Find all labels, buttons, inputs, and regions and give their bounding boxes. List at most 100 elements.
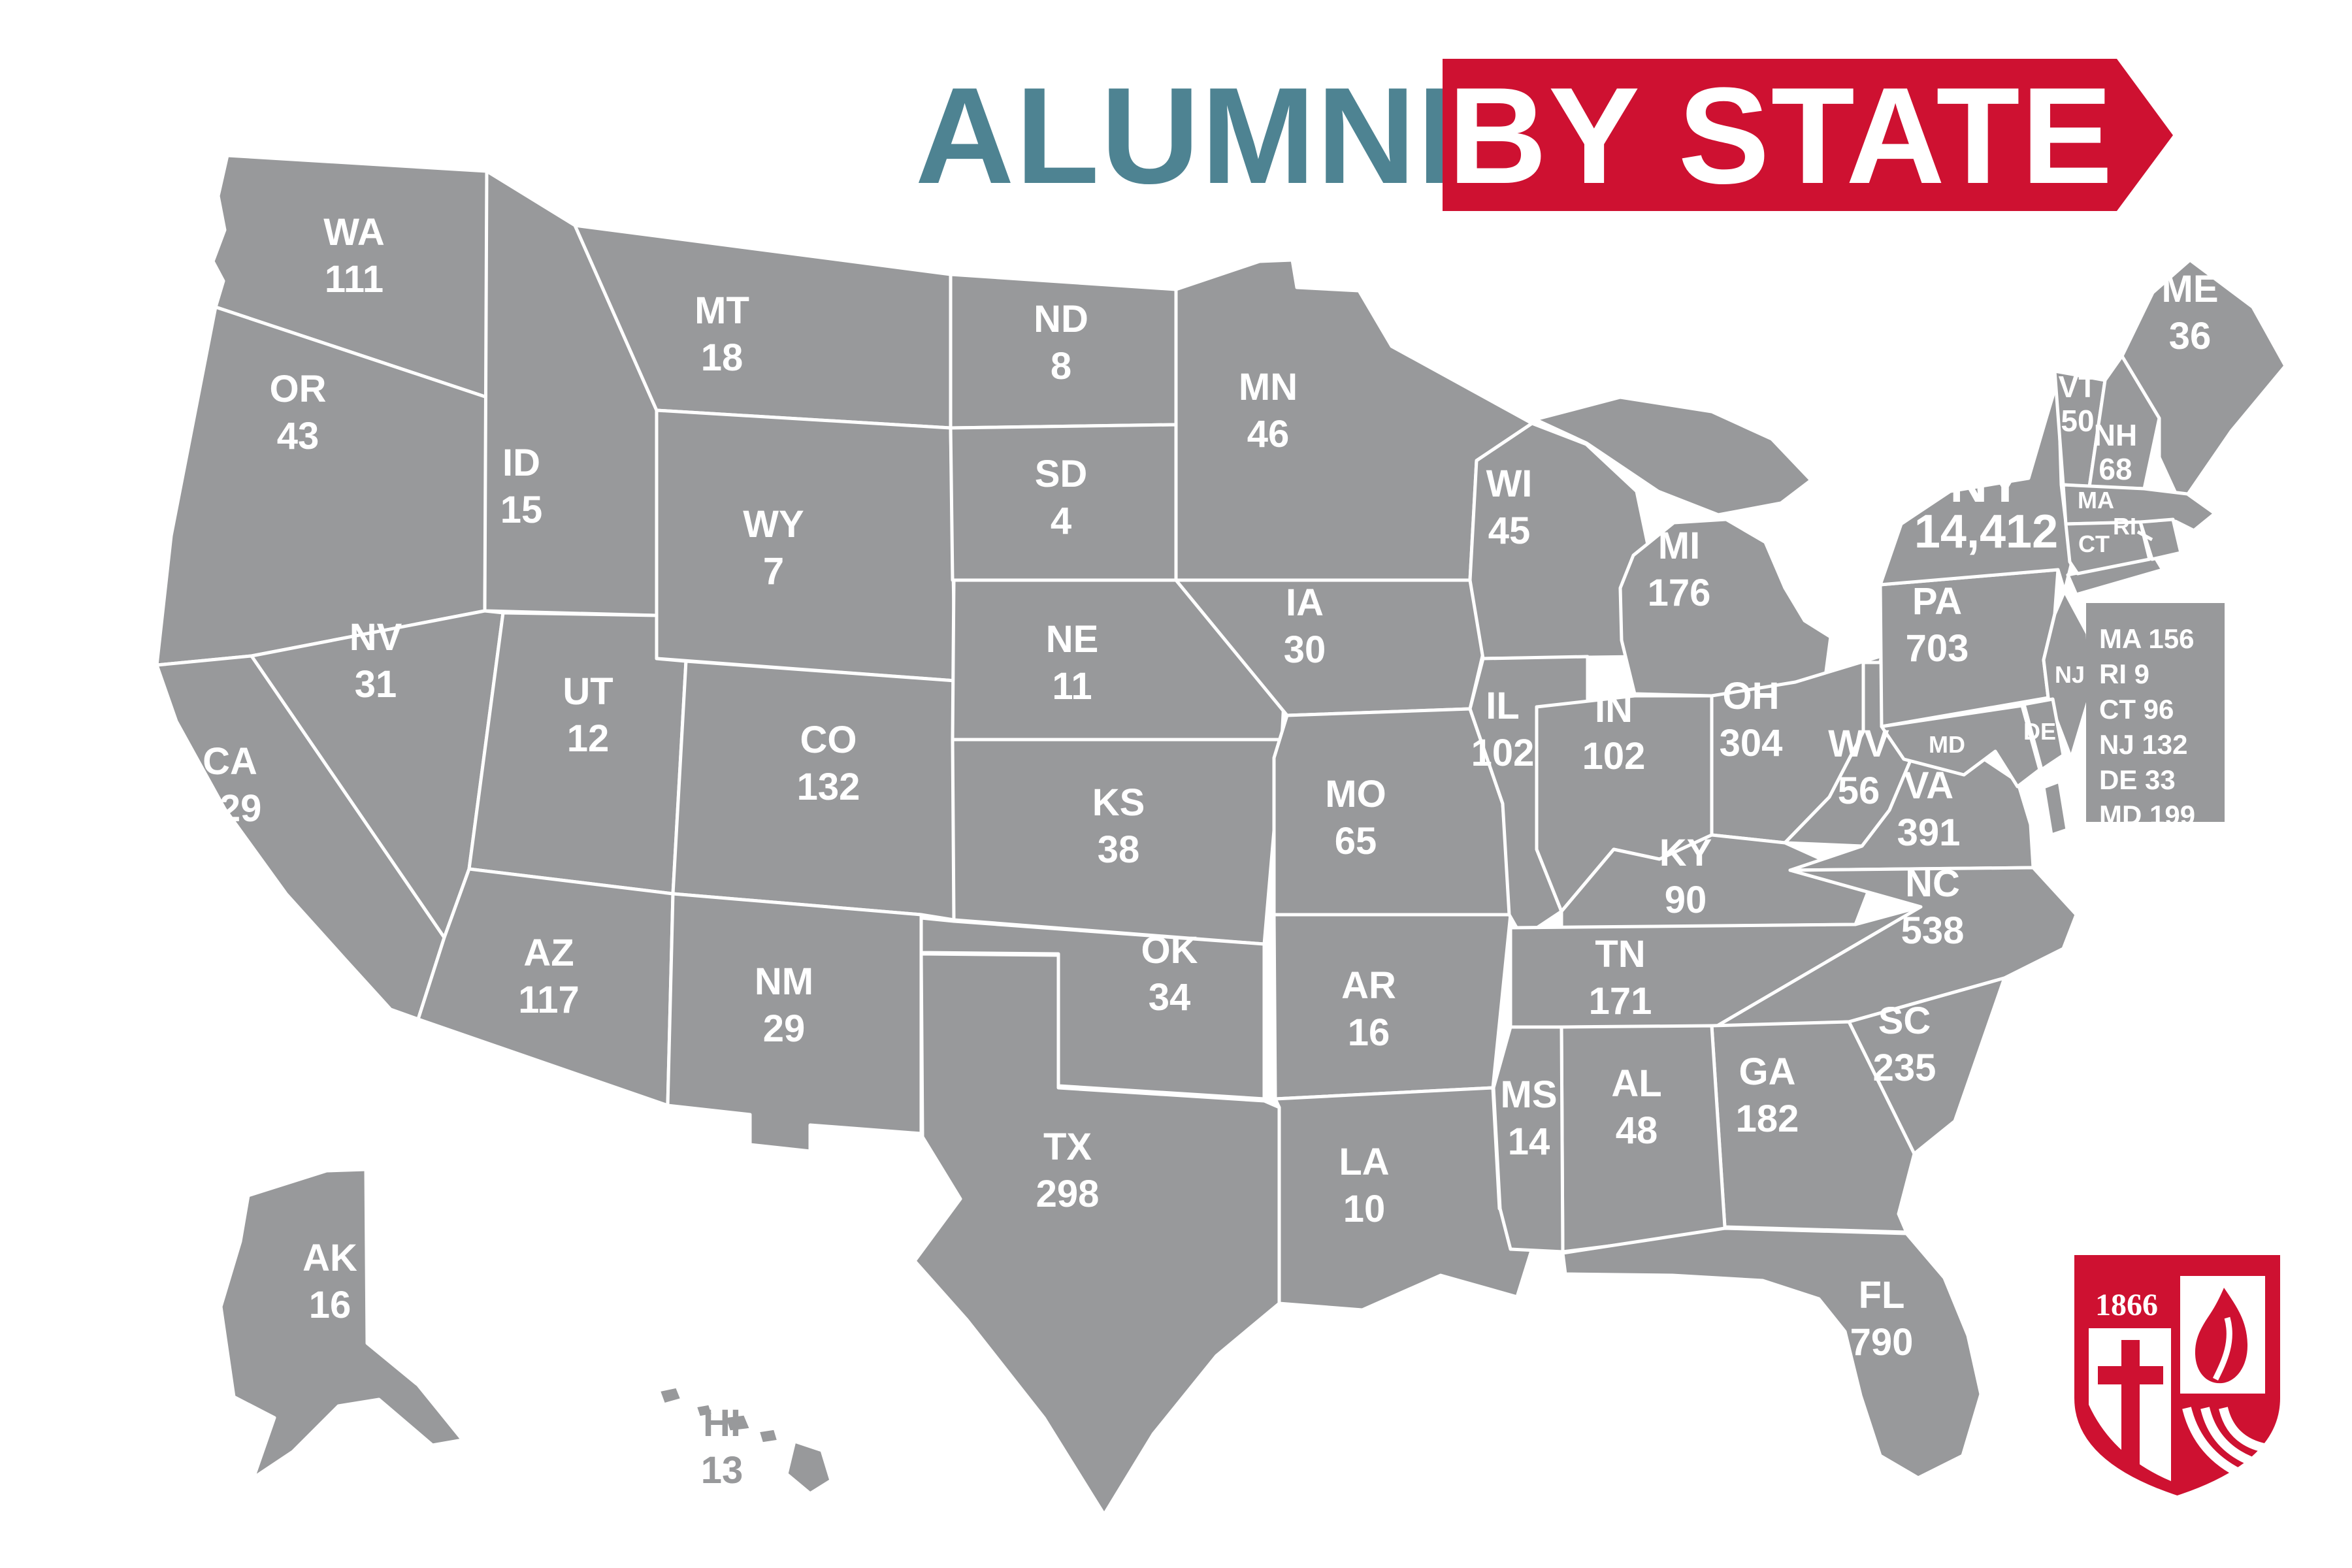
state-value-va: 391: [1897, 811, 1961, 854]
state-me: [2120, 258, 2287, 506]
state-label-mi: MI: [1658, 525, 1700, 567]
state-value-mi: 176: [1648, 572, 1711, 614]
state-value-ak: 16: [309, 1284, 351, 1326]
state-label-tn: TN: [1595, 933, 1645, 975]
state-label-mo: MO: [1325, 773, 1386, 815]
state-label-ga: GA: [1739, 1051, 1796, 1093]
state-value-ok: 34: [1149, 976, 1191, 1019]
state-label-wa: WA: [323, 211, 384, 253]
state-label-ma: MA: [2078, 487, 2114, 514]
state-label-il: IL: [1486, 685, 1520, 727]
state-md: [1880, 704, 2042, 789]
state-value-ne: 11: [1052, 665, 1092, 708]
state-value-or: 43: [277, 415, 319, 457]
state-hi4: [756, 1426, 781, 1446]
state-value-mt: 18: [701, 336, 743, 379]
cross-vertical: [2121, 1340, 2140, 1467]
state-value-hi: 13: [701, 1449, 743, 1492]
state-label-wi: WI: [1486, 463, 1533, 505]
state-label-ar: AR: [1341, 964, 1396, 1007]
title-group: ALUMNI BY STATE: [915, 59, 2173, 212]
state-label-id: ID: [502, 442, 540, 484]
state-label-nv: NV: [350, 616, 402, 659]
legend-item-nj: NJ 132: [2099, 729, 2187, 760]
state-value-co: 132: [797, 766, 860, 808]
legend-box: MA 156 RI 9 CT 96 NJ 132 DE 33 MD 199: [2086, 603, 2225, 830]
state-hi2: [693, 1401, 715, 1420]
state-mi: [1618, 517, 1833, 698]
state-miup: [1533, 395, 1813, 517]
state-value-in: 102: [1582, 735, 1646, 777]
state-ri: [2138, 517, 2183, 561]
state-value-vt: 50: [2061, 404, 2094, 438]
state-label-me: ME: [2162, 268, 2219, 310]
flame-icon: [2195, 1288, 2248, 1384]
state-value-sd: 4: [1051, 500, 1071, 542]
state-label-va: VA: [1904, 764, 1953, 807]
state-label-sc: SC: [1878, 1000, 1931, 1042]
state-label-oh: OH: [1723, 675, 1780, 717]
state-value-nm: 29: [763, 1007, 806, 1050]
legend-item-ri: RI 9: [2099, 659, 2149, 689]
state-label-ok: OK: [1141, 929, 1198, 972]
state-label-ct: CT: [2078, 531, 2110, 557]
state-co: [671, 659, 957, 922]
state-wy: [655, 408, 957, 683]
legend-item-de: DE 33: [2099, 764, 2176, 795]
state-vaes: [2042, 779, 2069, 837]
state-value-la: 10: [1343, 1188, 1386, 1230]
cross-horizontal: [2098, 1366, 2163, 1384]
state-value-mo: 65: [1335, 820, 1377, 862]
state-value-oh: 304: [1720, 722, 1783, 764]
title-banner-arrow: [1443, 59, 2173, 211]
state-value-pa: 703: [1906, 627, 1969, 670]
legend-item-ma: MA 156: [2099, 623, 2195, 654]
state-value-ca: 229: [199, 787, 262, 830]
state-value-wi: 45: [1488, 510, 1531, 552]
state-value-al: 48: [1616, 1109, 1658, 1152]
title-alumni: ALUMNI: [915, 59, 1457, 212]
state-label-ks: KS: [1092, 781, 1145, 824]
state-label-al: AL: [1611, 1062, 1661, 1105]
state-value-nv: 31: [355, 663, 397, 706]
state-value-il: 102: [1471, 732, 1535, 774]
state-ct: [2064, 520, 2151, 576]
shield-stripe-3: [2219, 1407, 2268, 1453]
state-label-nm: NM: [755, 960, 813, 1003]
state-value-tn: 171: [1589, 980, 1652, 1022]
state-label-az: AZ: [523, 932, 574, 974]
state-label-fl: FL: [1859, 1274, 1905, 1316]
state-hi5: [785, 1439, 833, 1495]
state-label-hi: HI: [703, 1402, 741, 1445]
state-label-ne: NE: [1046, 618, 1099, 661]
state-value-wy: 7: [763, 550, 784, 593]
university-shield-logo: 1866: [2074, 1255, 2280, 1495]
state-value-ut: 12: [567, 717, 610, 760]
state-label-ut: UT: [563, 670, 613, 713]
us-states-layer: [155, 154, 2287, 1516]
state-label-ak: AK: [302, 1237, 357, 1279]
state-label-ny: NY: [1950, 455, 2022, 513]
state-label-mt: MT: [694, 289, 749, 332]
state-de: [2022, 697, 2065, 772]
state-value-ny: 14,412: [1914, 506, 2058, 558]
state-label-nj: NJ: [2055, 661, 2085, 688]
ri-pointer-line: [2136, 530, 2153, 542]
state-value-wv: 56: [1838, 770, 1880, 812]
state-value-nc: 538: [1901, 909, 1965, 952]
state-label-md: MD: [1929, 731, 1965, 758]
state-hi3: [722, 1412, 753, 1434]
state-label-ca: CA: [203, 740, 257, 783]
legend-background: [2086, 603, 2225, 822]
state-value-az: 117: [518, 979, 580, 1021]
shield-stripe-1: [2182, 1407, 2261, 1486]
state-value-fl: 790: [1850, 1321, 1914, 1364]
state-label-de: DE: [2023, 718, 2056, 745]
state-value-ar: 16: [1348, 1011, 1390, 1054]
logo-year: 1866: [2095, 1288, 2158, 1322]
state-label-or: OR: [270, 368, 327, 410]
legend-item-md: MD 199: [2099, 800, 2195, 830]
state-ar: [1272, 913, 1512, 1101]
state-value-ks: 38: [1098, 828, 1140, 871]
